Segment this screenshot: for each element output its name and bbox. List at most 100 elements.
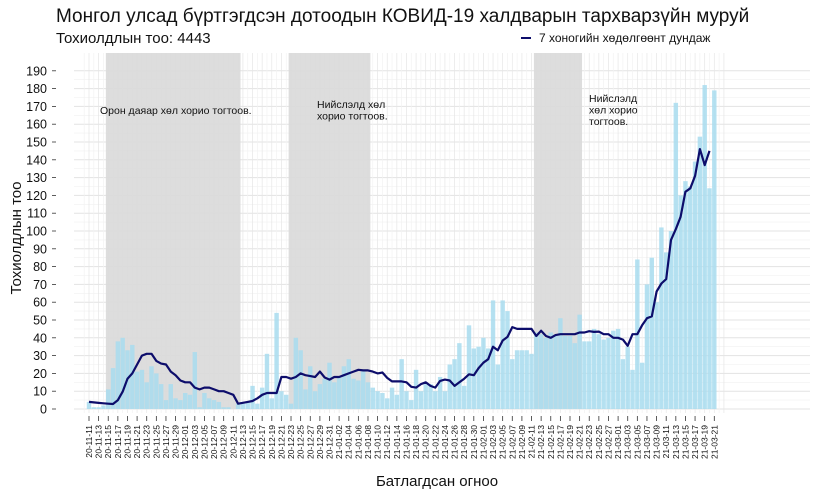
y-tick-label: 80	[33, 260, 47, 274]
x-tick-label: 20-12-25	[296, 425, 306, 459]
x-tick-label: 21-01-18	[411, 425, 421, 459]
x-tick-label: 21-01-16	[402, 425, 412, 459]
x-tick-label: 20-12-31	[325, 425, 335, 459]
x-tick-label: 20-11-29	[171, 425, 181, 459]
bar	[298, 350, 303, 409]
bar	[683, 181, 688, 409]
bar	[471, 348, 477, 409]
bar	[322, 378, 327, 409]
bar	[365, 382, 371, 409]
y-tick-label: 0	[40, 403, 47, 417]
x-tick-label: 21-01-20	[421, 425, 431, 459]
y-tick-label: 10	[33, 385, 47, 399]
legend: 7 хоногийн хөдөлгөөнт дундаж	[521, 31, 710, 45]
y-axis-title: Тохиолдлын тоо	[8, 182, 25, 295]
y-tick-label: 130	[26, 171, 47, 185]
bar	[144, 382, 149, 409]
x-tick-label: 21-03-07	[642, 425, 652, 459]
y-tick-label: 100	[26, 225, 47, 239]
x-tick-label: 21-01-10	[373, 425, 383, 459]
y-tick-label: 140	[26, 153, 47, 167]
bar	[428, 384, 433, 409]
legend-line-swatch	[521, 37, 531, 39]
x-tick-label: 20-11-23	[142, 425, 152, 459]
x-tick-label: 21-01-08	[363, 425, 373, 459]
bar	[668, 231, 674, 409]
x-axis: 20-11-11 20-11-13 20-11-15 20-11-17 20-11-19…	[84, 416, 719, 459]
bar	[106, 389, 111, 409]
x-tick-label: 21-03-09	[652, 425, 662, 459]
bar	[197, 407, 202, 409]
lockdown-label-2: Нийслэлд хөл	[317, 99, 385, 111]
bar	[389, 387, 395, 409]
bar	[149, 366, 154, 409]
bar	[615, 328, 621, 409]
bar	[110, 368, 116, 409]
bar	[202, 392, 207, 409]
x-axis-title: Батлагдсан огноо	[376, 473, 498, 490]
bar	[327, 362, 332, 409]
x-tick-label: 20-11-19	[123, 425, 133, 459]
bar	[346, 359, 351, 409]
bar	[663, 252, 669, 409]
bar	[269, 398, 274, 409]
x-tick-label: 21-02-17	[555, 425, 565, 459]
bar	[678, 195, 683, 409]
bar	[130, 344, 135, 409]
bar	[163, 400, 169, 409]
bar	[91, 407, 97, 409]
bar	[712, 90, 717, 409]
x-tick-label: 21-01-14	[392, 425, 402, 459]
bar	[360, 371, 366, 409]
bar	[317, 384, 323, 409]
x-tick-label: 20-12-17	[257, 425, 267, 459]
bar	[312, 391, 318, 409]
bar	[380, 392, 385, 409]
bar	[548, 332, 553, 409]
bar	[596, 334, 602, 409]
bar	[399, 359, 404, 409]
x-tick-label: 21-01-24	[440, 425, 450, 459]
x-tick-label: 20-12-11	[228, 425, 238, 459]
bar	[168, 384, 173, 409]
bar	[505, 311, 510, 409]
bar	[644, 284, 650, 409]
bar	[409, 400, 414, 409]
bar	[341, 366, 347, 409]
x-tick-label: 20-11-25	[151, 425, 161, 459]
bar	[154, 373, 159, 409]
x-tick-label: 21-03-17	[690, 425, 700, 459]
bar	[620, 359, 626, 409]
y-tick-label: 150	[26, 136, 47, 150]
bar	[466, 325, 472, 409]
bar	[567, 336, 573, 409]
bar	[495, 364, 501, 409]
bar	[394, 394, 400, 409]
x-tick-label: 20-12-23	[286, 425, 296, 459]
y-tick-label: 20	[33, 367, 47, 381]
bar	[490, 300, 496, 409]
x-tick-label: 21-02-21	[575, 425, 585, 459]
bar	[221, 407, 226, 409]
bar	[115, 341, 121, 409]
x-tick-label: 21-03-19	[700, 425, 710, 459]
x-tick-label: 21-03-05	[632, 425, 642, 459]
bar	[101, 405, 106, 409]
bar	[182, 392, 188, 409]
bar	[207, 398, 212, 409]
lockdown-shade-1	[105, 53, 241, 409]
bar	[519, 350, 525, 409]
bar	[649, 257, 654, 409]
lockdown-annotations: Орон даяар хөл хорио тогтоов. Нийслэлд хө…	[100, 93, 638, 128]
bar	[611, 330, 616, 409]
bar	[447, 364, 452, 409]
bar	[226, 407, 231, 409]
x-tick-label: 20-12-09	[219, 425, 229, 459]
bar	[688, 186, 693, 409]
bar	[524, 350, 529, 409]
bar	[692, 161, 698, 409]
y-tick-label: 90	[33, 242, 47, 256]
bar	[274, 312, 279, 409]
bar	[245, 401, 250, 409]
